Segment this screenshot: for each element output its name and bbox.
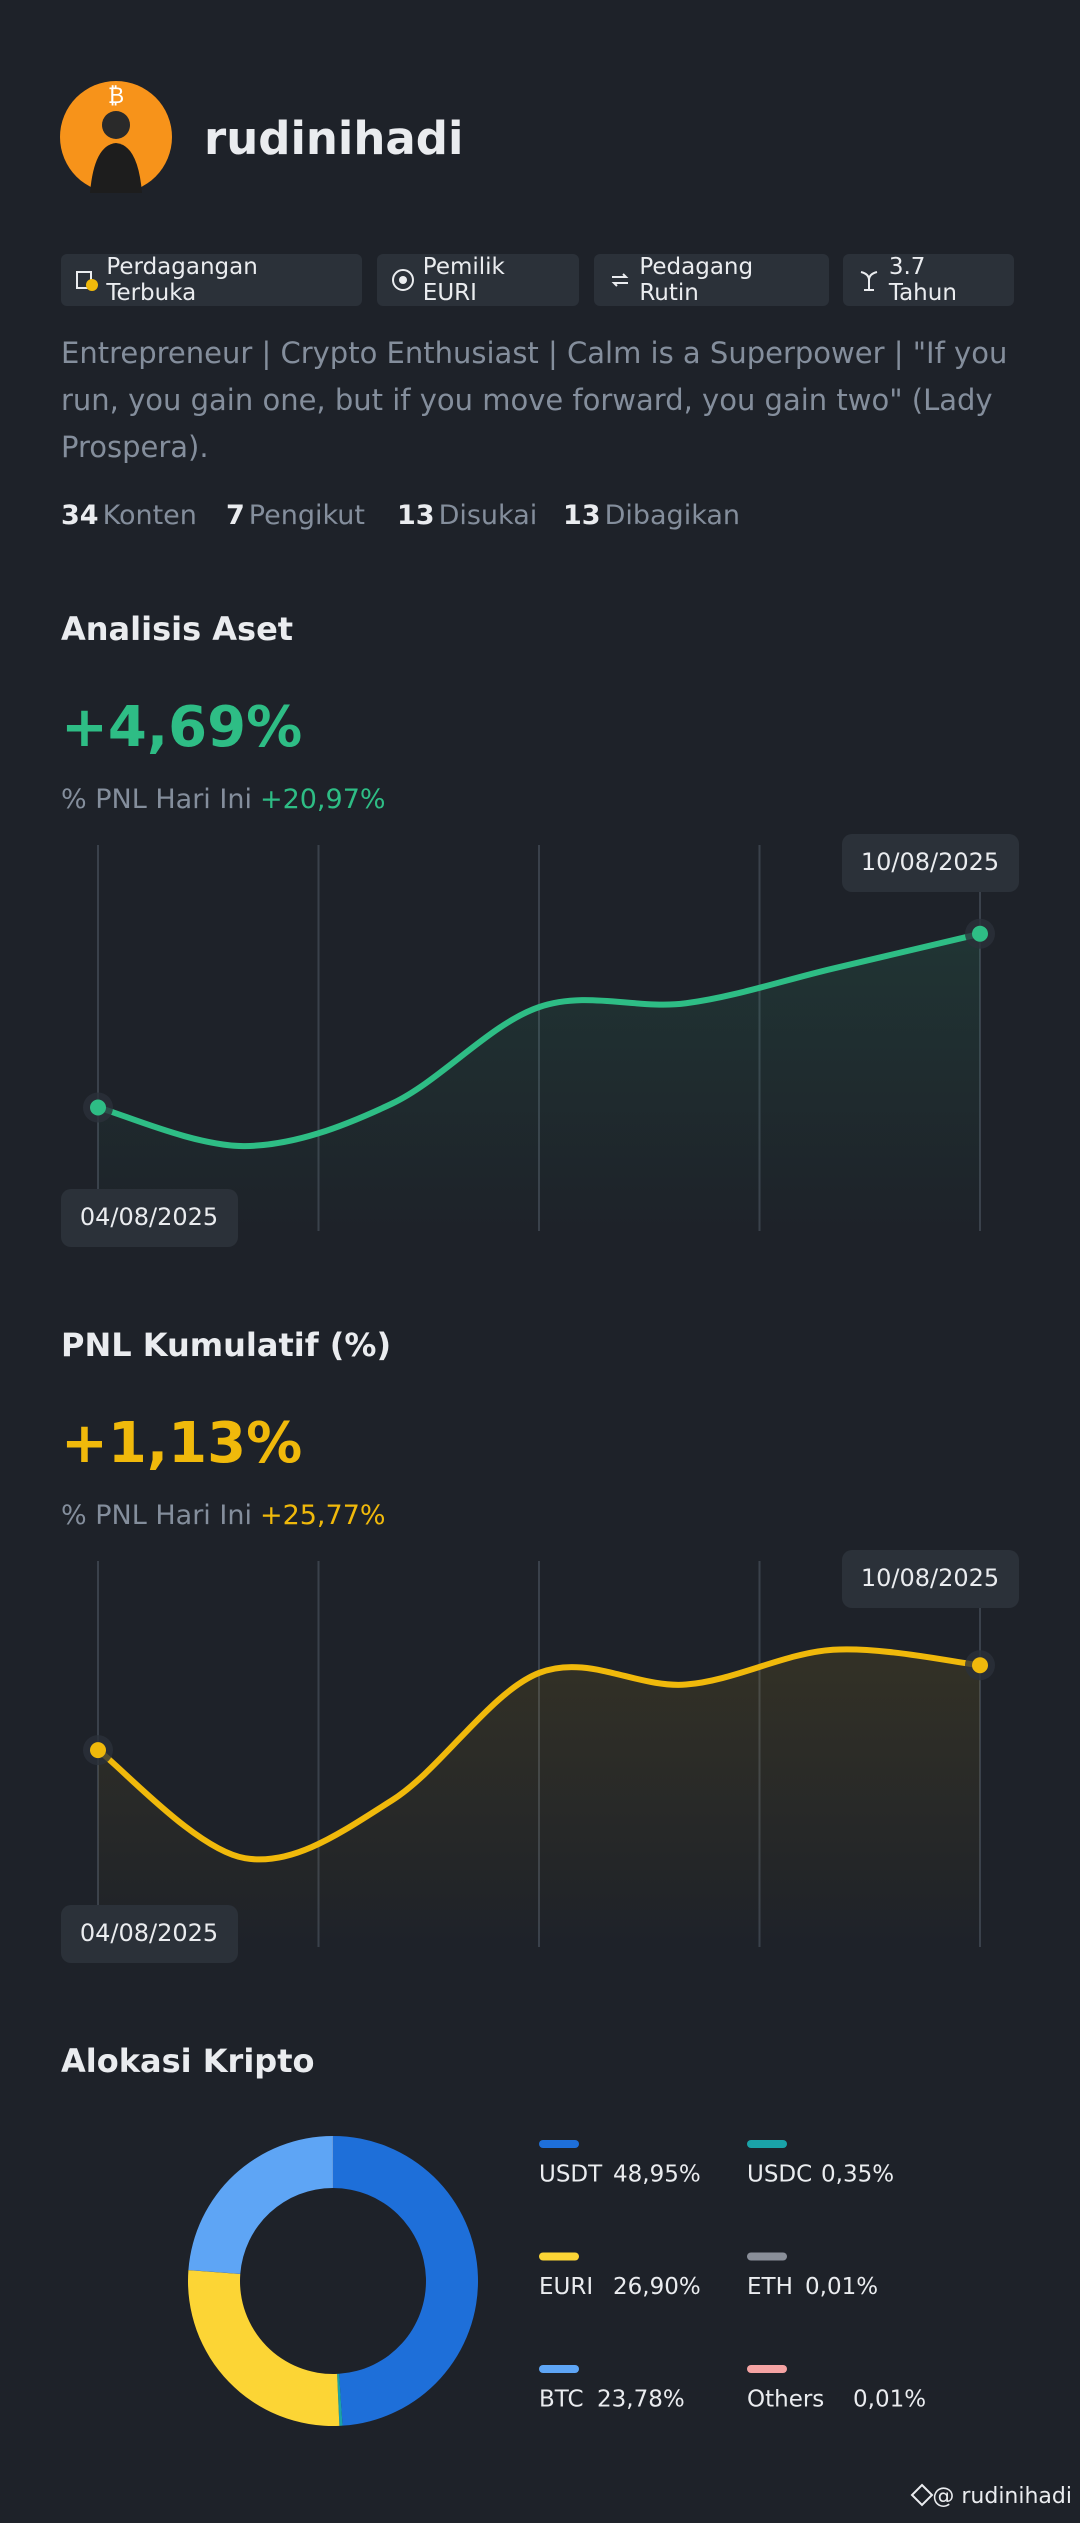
legend-value: 26,90% — [613, 2274, 701, 2300]
badge-label: Perdagangan Terbuka — [106, 254, 258, 306]
date-tooltip — [842, 834, 1019, 892]
donut-segment — [337, 2373, 343, 2426]
date-label: 04/08/2025 — [80, 1203, 218, 1231]
legend-value: 0,01% — [853, 2387, 926, 2413]
stat: 13 Disukai — [397, 500, 537, 531]
line-area — [98, 1649, 980, 1947]
line — [96, 1646, 981, 1863]
legend-swatch — [747, 2140, 787, 2148]
watermark-logo — [910, 2483, 934, 2507]
stat-value: 13 — [563, 500, 601, 531]
date-tooltip — [61, 1189, 238, 1247]
stat-label: Konten — [102, 500, 197, 531]
date-label: 10/08/2025 — [861, 848, 999, 876]
date-label: 10/08/2025 — [861, 1564, 999, 1592]
badge: Perdagangan Terbuka — [61, 254, 362, 306]
badge-label: Pedagang Rutin — [639, 254, 754, 306]
stat-label: Disukai — [438, 500, 538, 531]
stat-label: Dibagikan — [604, 500, 741, 531]
donut-segment — [188, 2269, 241, 2274]
badge: Pemilik EURI — [377, 254, 579, 306]
pnl-value: +20,97% — [260, 784, 386, 815]
endpoint — [972, 1657, 988, 1674]
badge-label: 3.7 Tahun — [888, 254, 957, 306]
endpoint — [90, 1742, 106, 1759]
section-title: Analisis Aset — [61, 610, 293, 648]
legend-value: 0,35% — [821, 2162, 894, 2188]
donut-segment — [188, 2136, 333, 2274]
avatar: ₿ — [60, 81, 172, 193]
legend-swatch — [539, 2365, 579, 2373]
date-tooltip — [842, 1550, 1019, 1608]
section-title: Alokasi Kripto — [61, 2042, 314, 2080]
legend-name: ETH — [747, 2274, 793, 2300]
legend-swatch — [747, 2252, 787, 2261]
badge: Pedagang Rutin — [594, 254, 829, 306]
headline-value: +4,69% — [61, 695, 302, 760]
date-tooltip — [61, 1905, 238, 1963]
headline-value: +1,13% — [61, 1411, 302, 1476]
bio: Entrepreneur | Crypto Enthusiast | Calm … — [61, 336, 1008, 464]
endpoint — [972, 925, 988, 942]
legend-swatch — [539, 2140, 579, 2148]
stat-label: Pengikut — [248, 500, 365, 531]
badge: 3.7 Tahun — [843, 254, 1014, 306]
stat: 7 Pengikut — [226, 500, 365, 531]
line — [97, 930, 981, 1150]
pnl-value: +25,77% — [260, 1500, 386, 1531]
pnl-subtitle: % PNL Hari Ini +25,77% — [61, 1500, 386, 1531]
stat: 13 Dibagikan — [563, 500, 740, 531]
svg-text:₿: ₿ — [108, 84, 124, 109]
pnl-label: % PNL Hari Ini — [61, 784, 252, 815]
legend-swatch — [747, 2365, 787, 2373]
legend-name: BTC — [539, 2387, 584, 2413]
watermark: @ rudinihadi — [932, 2484, 1072, 2509]
pnl-subtitle: % PNL Hari Ini +20,97% — [61, 784, 386, 815]
badge-label: Pemilik EURI — [422, 254, 505, 306]
pnl-label: % PNL Hari Ini — [61, 1500, 252, 1531]
stat-value: 13 — [397, 500, 435, 531]
stat: 34 Konten — [61, 500, 197, 531]
legend-name: EURI — [539, 2274, 593, 2300]
stat-value: 7 — [226, 500, 245, 531]
endpoint — [90, 1099, 106, 1116]
legend-value: 48,95% — [613, 2162, 701, 2188]
stat-value: 34 — [61, 500, 99, 531]
donut-segment — [187, 2270, 340, 2426]
legend-name: Others — [747, 2387, 824, 2413]
donut-segment — [333, 2136, 479, 2426]
legend-name: USDC — [747, 2162, 812, 2188]
line-area — [98, 933, 980, 1231]
section-title: PNL Kumulatif (%) — [61, 1326, 391, 1364]
date-label: 04/08/2025 — [80, 1919, 218, 1947]
legend-value: 23,78% — [597, 2387, 685, 2413]
legend-value: 0,01% — [805, 2274, 878, 2300]
username: rudinihadi — [204, 112, 464, 165]
legend-swatch — [539, 2252, 579, 2261]
legend-name: USDT — [539, 2162, 603, 2188]
